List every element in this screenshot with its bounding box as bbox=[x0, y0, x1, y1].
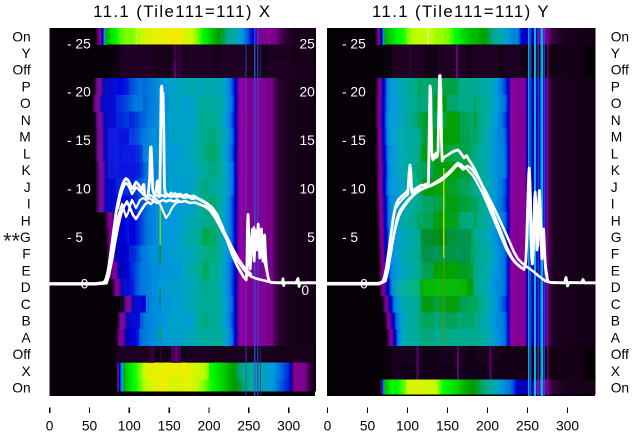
svg-text:J: J bbox=[24, 180, 31, 195]
svg-text:K: K bbox=[21, 163, 31, 178]
svg-text:0: 0 bbox=[46, 419, 54, 434]
svg-text:100: 100 bbox=[118, 419, 141, 434]
svg-text:- 10: - 10 bbox=[342, 182, 366, 197]
svg-text:On: On bbox=[611, 381, 629, 396]
svg-text:200: 200 bbox=[476, 419, 499, 434]
svg-text:A: A bbox=[21, 330, 31, 345]
svg-text:300: 300 bbox=[277, 419, 300, 434]
svg-text:On: On bbox=[12, 381, 30, 396]
svg-text:X: X bbox=[611, 364, 620, 379]
svg-text:5: 5 bbox=[307, 230, 315, 245]
svg-text:- 10: - 10 bbox=[67, 182, 91, 197]
svg-text:E: E bbox=[611, 263, 620, 278]
svg-text:- 5: - 5 bbox=[67, 230, 83, 245]
svg-text:On: On bbox=[12, 29, 30, 44]
svg-text:L: L bbox=[611, 146, 619, 161]
svg-text:M: M bbox=[19, 130, 31, 145]
svg-text:- 20: - 20 bbox=[342, 85, 366, 100]
svg-text:- 20: - 20 bbox=[67, 85, 91, 100]
svg-text:20: 20 bbox=[299, 85, 315, 100]
svg-text:P: P bbox=[21, 79, 30, 94]
svg-text:250: 250 bbox=[516, 419, 539, 434]
svg-text:250: 250 bbox=[237, 419, 260, 434]
svg-text:O: O bbox=[611, 96, 622, 111]
svg-text:O: O bbox=[20, 96, 31, 111]
svg-text:I: I bbox=[27, 197, 31, 212]
svg-text:50: 50 bbox=[360, 419, 376, 434]
svg-text:A: A bbox=[611, 330, 621, 345]
svg-text:150: 150 bbox=[436, 419, 459, 434]
svg-text:J: J bbox=[611, 180, 618, 195]
svg-text:10: 10 bbox=[299, 182, 315, 197]
svg-text:E: E bbox=[21, 263, 30, 278]
svg-text:X: X bbox=[21, 364, 30, 379]
svg-text:N: N bbox=[611, 113, 621, 128]
svg-text:F: F bbox=[22, 247, 30, 262]
svg-text:300: 300 bbox=[556, 419, 579, 434]
svg-text:On: On bbox=[611, 29, 629, 44]
svg-text:M: M bbox=[611, 130, 623, 145]
svg-text:H: H bbox=[611, 213, 621, 228]
svg-text:Y: Y bbox=[21, 46, 30, 61]
svg-text:0: 0 bbox=[324, 419, 332, 434]
svg-text:N: N bbox=[21, 113, 31, 128]
svg-text:- 25: - 25 bbox=[342, 36, 366, 51]
svg-text:C: C bbox=[21, 297, 31, 312]
svg-text:- 25: - 25 bbox=[67, 36, 91, 51]
svg-text:H: H bbox=[21, 213, 31, 228]
svg-text:Off: Off bbox=[611, 347, 629, 362]
svg-text:11.1 (Tile111=111) X: 11.1 (Tile111=111) X bbox=[93, 2, 271, 21]
svg-text:200: 200 bbox=[197, 419, 220, 434]
svg-text:D: D bbox=[21, 280, 31, 295]
svg-text:G: G bbox=[20, 230, 31, 245]
svg-text:**: ** bbox=[3, 229, 21, 254]
svg-text:C: C bbox=[611, 297, 621, 312]
svg-text:K: K bbox=[611, 163, 621, 178]
svg-text:100: 100 bbox=[396, 419, 419, 434]
svg-text:Off: Off bbox=[13, 347, 31, 362]
svg-text:- 15: - 15 bbox=[67, 133, 91, 148]
svg-text:P: P bbox=[611, 79, 620, 94]
svg-text:L: L bbox=[23, 146, 31, 161]
svg-text:I: I bbox=[611, 197, 615, 212]
svg-text:- 15: - 15 bbox=[342, 133, 366, 148]
svg-text:Y: Y bbox=[611, 46, 620, 61]
svg-text:B: B bbox=[611, 314, 620, 329]
svg-text:150: 150 bbox=[158, 419, 181, 434]
svg-text:0: 0 bbox=[301, 283, 309, 298]
svg-text:Off: Off bbox=[13, 63, 31, 78]
svg-text:0: 0 bbox=[360, 276, 368, 291]
svg-text:25: 25 bbox=[299, 36, 315, 51]
svg-text:11.1 (Tile111=111) Y: 11.1 (Tile111=111) Y bbox=[372, 2, 550, 21]
svg-text:15: 15 bbox=[299, 133, 315, 148]
svg-text:G: G bbox=[611, 230, 622, 245]
svg-text:Off: Off bbox=[611, 63, 629, 78]
svg-text:F: F bbox=[611, 247, 619, 262]
svg-text:0: 0 bbox=[81, 276, 89, 291]
svg-text:B: B bbox=[21, 314, 30, 329]
svg-text:- 5: - 5 bbox=[342, 230, 358, 245]
svg-text:50: 50 bbox=[82, 419, 98, 434]
svg-text:D: D bbox=[611, 280, 621, 295]
